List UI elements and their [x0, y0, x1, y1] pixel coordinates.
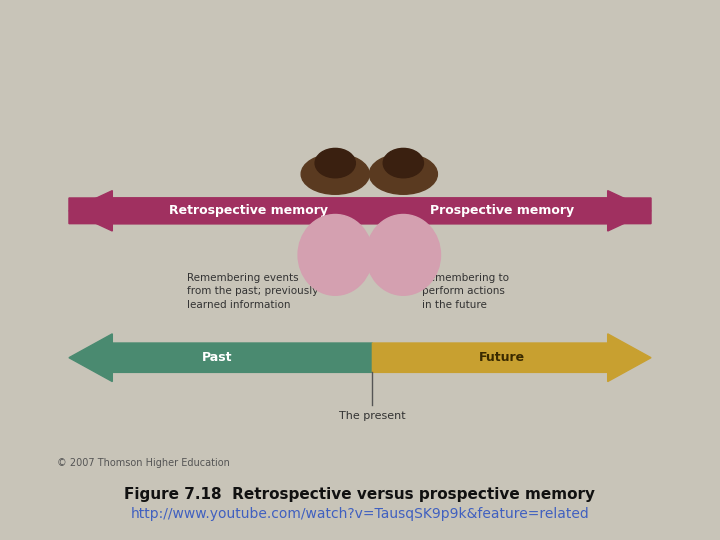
Text: Past: Past	[202, 351, 233, 364]
Text: Remembering events
from the past; previously
learned information: Remembering events from the past; previo…	[186, 273, 318, 309]
FancyArrow shape	[69, 191, 651, 231]
Text: Prospective memory: Prospective memory	[431, 204, 575, 217]
Ellipse shape	[315, 148, 356, 178]
Text: © 2007 Thomson Higher Education: © 2007 Thomson Higher Education	[57, 458, 230, 468]
Ellipse shape	[298, 214, 372, 295]
FancyArrow shape	[69, 191, 651, 231]
Text: http://www.youtube.com/watch?v=TausqSK9p9k&feature=related: http://www.youtube.com/watch?v=TausqSK9p…	[130, 507, 590, 521]
Ellipse shape	[366, 214, 441, 295]
Text: Remembering to
perform actions
in the future: Remembering to perform actions in the fu…	[422, 273, 509, 309]
Text: Figure 7.18  Retrospective versus prospective memory: Figure 7.18 Retrospective versus prospec…	[125, 487, 595, 502]
Circle shape	[301, 154, 369, 194]
Text: Retrospective memory: Retrospective memory	[169, 204, 328, 217]
FancyArrow shape	[69, 334, 372, 382]
FancyArrow shape	[372, 334, 651, 382]
Text: Future: Future	[480, 351, 526, 364]
Text: The present: The present	[339, 411, 405, 421]
Ellipse shape	[383, 148, 423, 178]
Circle shape	[369, 154, 437, 194]
